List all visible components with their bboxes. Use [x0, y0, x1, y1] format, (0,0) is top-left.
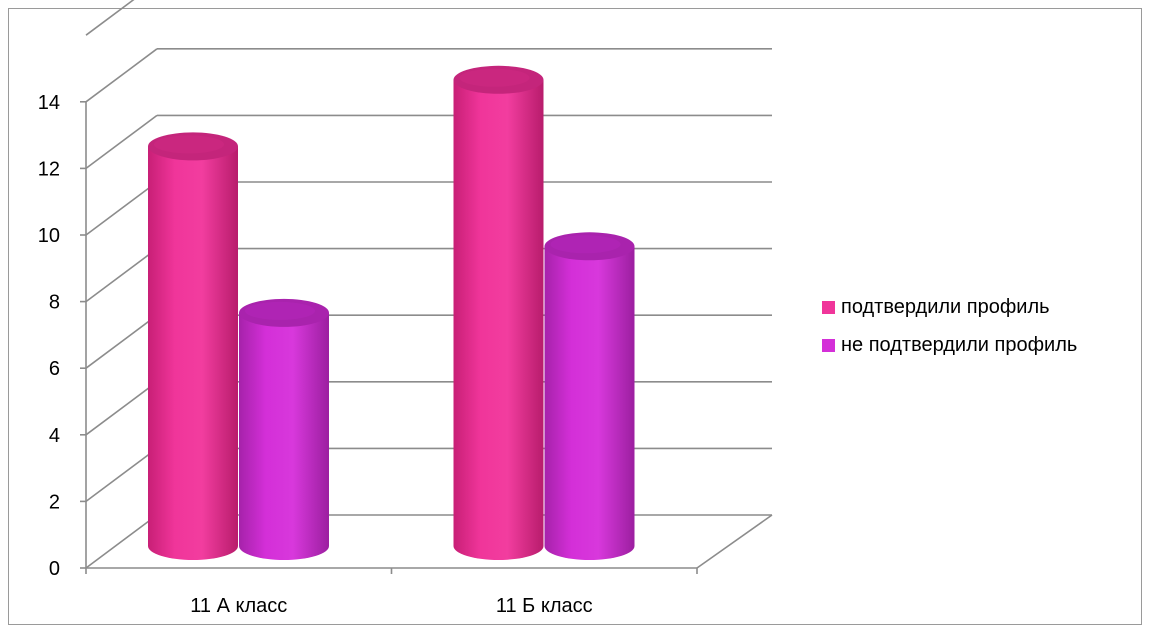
bar-confirmed-2	[453, 65, 544, 561]
bar-layer	[148, 65, 635, 561]
y-tick-label: 10	[38, 225, 60, 247]
bar-confirmed-1	[148, 132, 238, 560]
gridline-diagonal	[85, 0, 135, 36]
bar-not-confirmed-2	[544, 232, 635, 561]
bar-not-confirmed-1	[239, 298, 329, 560]
legend-swatch-not-confirmed	[822, 338, 835, 352]
x-tick-label: 11 А класс	[190, 595, 287, 617]
gridline-diagonal	[85, 314, 158, 369]
bar-body	[239, 312, 329, 560]
y-tick-label: 8	[49, 292, 60, 314]
tick-layer: 0 2 4 6 8 10 12 14 11 А класс 11 Б класс	[38, 92, 593, 617]
legend-swatch-confirmed	[822, 300, 835, 314]
y-tick-label: 2	[49, 491, 60, 513]
bar-top-highlight	[459, 68, 530, 87]
bar-top-highlight	[154, 135, 224, 154]
bar-top-highlight	[245, 301, 315, 320]
bar-body	[453, 79, 544, 561]
gridline-diagonal	[85, 114, 158, 170]
legend-label-confirmed: подтвердили профиль	[841, 295, 1050, 318]
gridline-diagonal	[85, 247, 158, 303]
bar-top-highlight	[550, 235, 621, 254]
bar-body	[148, 146, 238, 560]
legend-item-confirmed: подтвердили профиль	[822, 288, 1077, 326]
bar-body	[544, 246, 635, 561]
y-tick-label: 0	[49, 558, 60, 580]
y-tick-label: 14	[38, 92, 60, 114]
gridline-diagonal	[85, 514, 158, 569]
legend: подтвердили профиль не подтвердили профи…	[822, 288, 1077, 364]
y-tick-label: 12	[38, 158, 60, 180]
gridline-diagonal	[85, 381, 158, 436]
floor-edge	[696, 514, 773, 569]
gridline-diagonal	[85, 181, 158, 236]
y-tick-label: 6	[49, 358, 60, 380]
gridline-diagonal	[85, 48, 158, 103]
legend-item-not-confirmed: не подтвердили профиль	[822, 326, 1077, 364]
gridline-diagonal	[85, 447, 158, 503]
y-tick-label: 4	[49, 425, 60, 447]
legend-label-not-confirmed: не подтвердили профиль	[841, 333, 1078, 356]
x-tick-label: 11 Б класс	[496, 595, 593, 617]
